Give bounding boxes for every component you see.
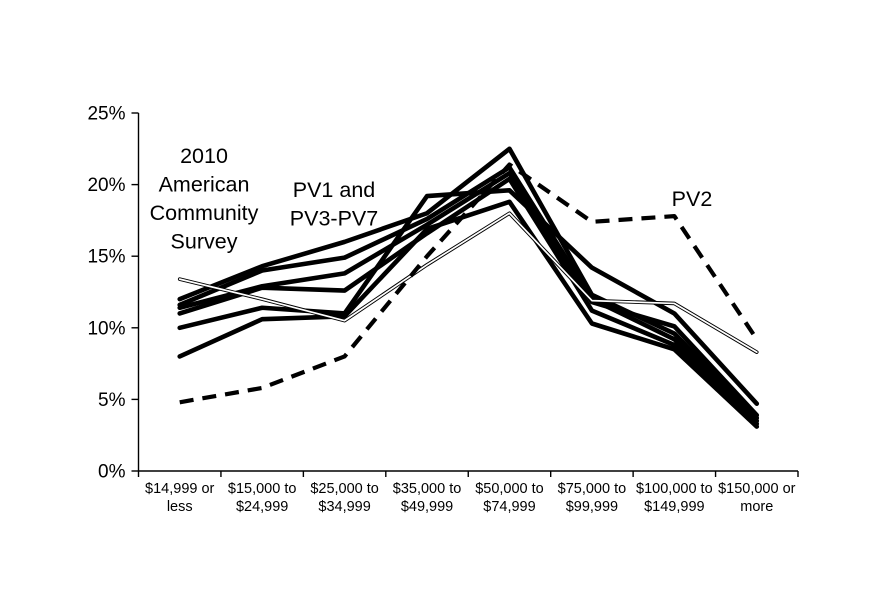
y-axis-tick-label: 20% bbox=[87, 175, 125, 196]
series-line-pv2 bbox=[179, 162, 759, 405]
x-axis-category-label: $150,000 or more bbox=[718, 481, 796, 515]
y-axis-tick-label: 15% bbox=[87, 247, 125, 268]
x-axis-category-label: $14,999 or less bbox=[145, 481, 215, 515]
x-axis-category-label: $50,000 to $74,999 bbox=[475, 481, 544, 515]
x-axis-category-label: $25,000 to $34,999 bbox=[310, 481, 379, 515]
x-axis-category-label: $100,000 to $149,999 bbox=[636, 481, 713, 515]
series-line-pv1 bbox=[177, 146, 760, 421]
y-axis-tick-label: 10% bbox=[87, 318, 125, 339]
series-line-pv5 bbox=[177, 176, 760, 427]
y-axis-tick-label: 25% bbox=[87, 104, 125, 125]
x-axis-category-label: $75,000 to $99,999 bbox=[558, 481, 627, 515]
y-axis-tick-label: 5% bbox=[98, 390, 126, 411]
x-axis-category-label: $35,000 to $49,999 bbox=[393, 481, 462, 515]
x-axis-category-label: $15,000 to $24,999 bbox=[228, 481, 297, 515]
series-line-pv7 bbox=[177, 199, 760, 429]
y-axis-tick-label: 0% bbox=[98, 462, 126, 483]
series-line-pv6 bbox=[177, 188, 760, 406]
series-line-pv4 bbox=[177, 170, 760, 418]
annotation-pv1-pv3-pv7: PV1 and PV3-PV7 bbox=[290, 178, 378, 231]
annotation-acs: 2010 American Community Survey bbox=[150, 144, 259, 254]
series-line-acs-inner bbox=[178, 212, 758, 353]
annotation-pv2: PV2 bbox=[672, 187, 713, 211]
